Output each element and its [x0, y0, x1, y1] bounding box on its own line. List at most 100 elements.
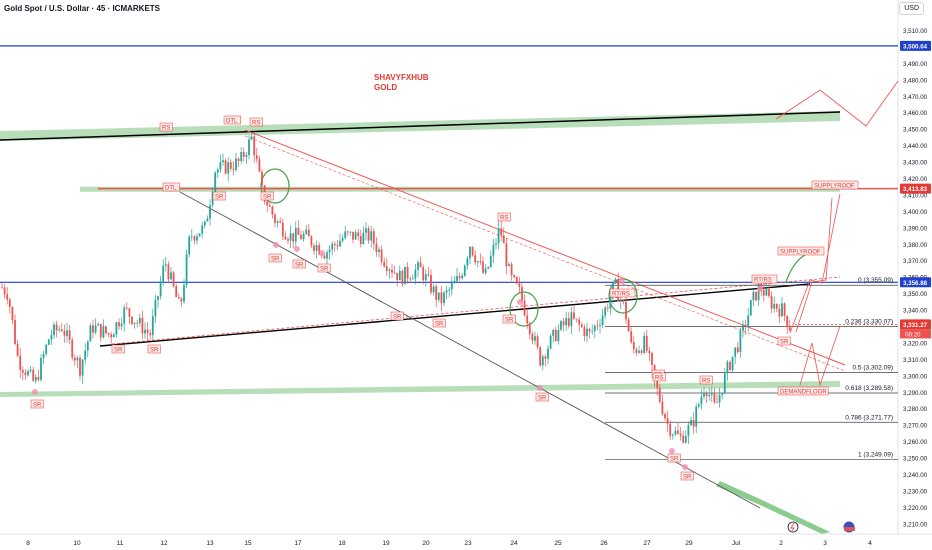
candle-body: [362, 232, 365, 245]
candle-body: [583, 326, 586, 337]
candle-body: [190, 236, 193, 238]
rtrs-label-2-box: [609, 288, 636, 298]
dtl-label-2-box: [162, 182, 180, 192]
candle-body: [778, 308, 781, 317]
candle-body: [713, 393, 716, 403]
candle-body: [201, 225, 204, 234]
time-tick-label: 10: [73, 540, 81, 547]
projection-path-2: [795, 197, 833, 333]
candle-body: [248, 139, 250, 156]
candle-body: [757, 283, 760, 301]
time-tick-label: 25: [554, 540, 562, 547]
candle-body: [3, 287, 6, 295]
candle-body: [240, 152, 243, 162]
candle-body: [396, 272, 399, 281]
candle-body: [84, 350, 87, 360]
time-axis: 8 10 11 12 13 15 17 18 19 20 23 24 25 26 27 29 Jul 2 3 4: [26, 521, 872, 547]
candle-body: [749, 300, 752, 316]
candle-body: [128, 308, 131, 317]
candle-body: [294, 227, 297, 242]
sr-label-3-box: [212, 191, 226, 201]
candle-body: [762, 289, 765, 296]
sr-label-8-box: [390, 311, 404, 321]
candle-body: [94, 325, 97, 333]
candle-body: [341, 238, 344, 241]
candle-body: [92, 325, 94, 333]
candle-body: [71, 339, 74, 358]
candle-body: [131, 316, 133, 324]
candle-body: [674, 430, 677, 435]
candle-body: [224, 160, 227, 174]
price-tick-label: 3,300.00: [903, 373, 928, 380]
price-badge-label-2: 3,356.88: [903, 280, 928, 287]
candle-body: [731, 356, 734, 370]
candle-body: [16, 344, 19, 356]
price-badge-2: [900, 277, 931, 288]
sr-label-2-box: [147, 344, 161, 354]
candle-body: [661, 401, 664, 415]
candle-body: [53, 324, 55, 336]
grid-layer: [0, 0, 932, 535]
candle-body: [781, 303, 783, 317]
candle-body: [370, 231, 373, 241]
currency-button[interactable]: USD: [899, 2, 924, 15]
candle-body: [115, 322, 118, 335]
candle-body: [391, 269, 393, 273]
candle-body: [32, 369, 35, 381]
candle-body: [744, 324, 747, 327]
candle-body: [401, 270, 404, 285]
sr-label-6-box: [292, 259, 306, 269]
candle-body: [404, 266, 406, 285]
time-tick-label: 24: [510, 540, 518, 547]
candle-body: [229, 162, 232, 169]
highlight-circle: [260, 168, 290, 204]
candle-body: [47, 339, 50, 345]
pivot-dot: [517, 299, 523, 305]
candle-body: [723, 373, 726, 393]
candle-body: [752, 291, 755, 301]
rs-label-2-box: [249, 117, 263, 127]
candle-body: [185, 254, 188, 285]
candle-body: [352, 231, 354, 240]
time-tick-label: 23: [464, 540, 472, 547]
candle-body: [570, 312, 573, 327]
sr-label-15-box: [777, 336, 791, 346]
candle-body: [765, 289, 768, 296]
candle-body: [484, 268, 487, 273]
candle-body: [372, 231, 375, 244]
candle-body: [682, 435, 685, 443]
candle-body: [716, 402, 718, 404]
candle-body: [318, 245, 321, 255]
price-tick-label: 3,340.00: [903, 308, 928, 315]
candle-body: [107, 333, 110, 335]
candle-body: [718, 394, 721, 403]
candle-body: [788, 327, 791, 331]
candle-body: [531, 334, 534, 341]
candle-body: [292, 233, 295, 242]
price-tick-label: 3,400.00: [903, 209, 928, 216]
time-tick-label: 18: [338, 540, 346, 547]
candle-body: [367, 228, 370, 241]
candle-body: [180, 298, 183, 302]
price-tick-label: 3,380.00: [903, 242, 928, 249]
candle-body: [671, 434, 674, 436]
lower-trendline: [99, 283, 811, 347]
upper-trendline: [0, 111, 841, 141]
candle-body: [198, 233, 201, 237]
sr-label-2-text: SR: [150, 348, 159, 354]
candle-body: [302, 233, 305, 240]
supplyroof-label-2-text: SUPPLYROOF: [780, 250, 821, 256]
supplyroof-label-1-box: [811, 180, 859, 190]
candle-body: [679, 433, 682, 436]
candle-body: [414, 269, 417, 279]
price-badge-1: [900, 183, 931, 194]
sr-label-10-box: [502, 314, 516, 324]
price-axis: 3,510.00 3,490.00 3,480.00 3,470.00 3,460.00…: [900, 28, 931, 528]
sr-label-0-text: SR: [33, 403, 42, 409]
candle-body: [6, 294, 9, 300]
candle-body: [380, 249, 383, 262]
candle-body: [81, 359, 84, 376]
candle-body: [684, 435, 687, 443]
candle-body: [133, 322, 136, 324]
